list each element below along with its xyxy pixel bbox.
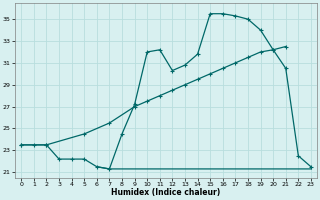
X-axis label: Humidex (Indice chaleur): Humidex (Indice chaleur) <box>111 188 221 197</box>
